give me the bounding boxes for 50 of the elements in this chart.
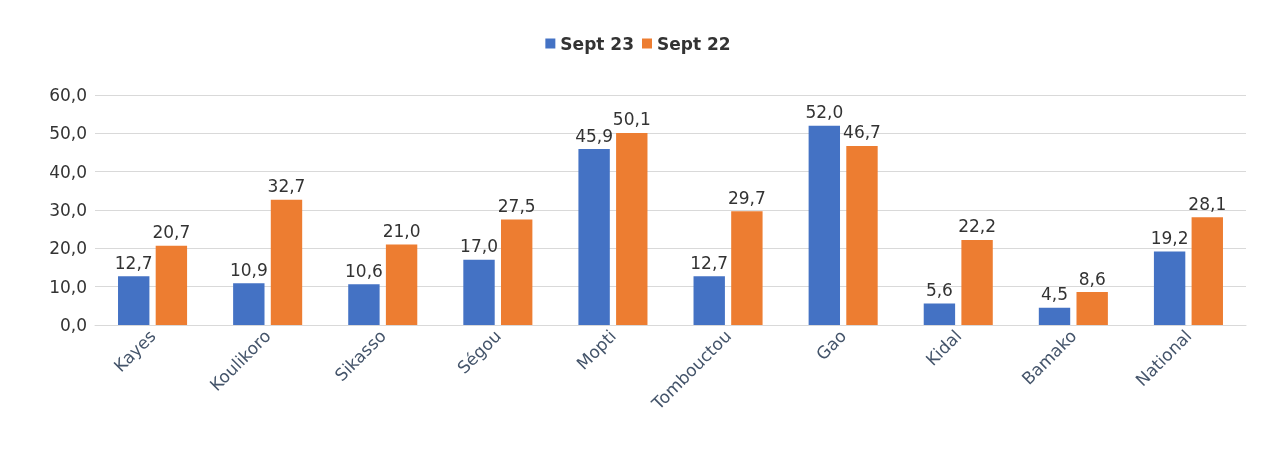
y-tick-label: 50,0 bbox=[49, 123, 87, 144]
bar bbox=[270, 199, 303, 325]
bar bbox=[846, 145, 878, 325]
data-label: 10,9 bbox=[229, 259, 268, 280]
data-label: 52,0 bbox=[805, 102, 844, 123]
bar bbox=[385, 244, 418, 325]
bar bbox=[731, 211, 763, 325]
y-tick-label: 40,0 bbox=[49, 161, 87, 182]
y-tick-label: 60,0 bbox=[49, 85, 87, 105]
y-tick-label: 20,0 bbox=[49, 238, 87, 259]
data-label: 32,7 bbox=[267, 176, 306, 197]
legend-label: Sept 23 bbox=[560, 33, 635, 54]
data-label: 17,0 bbox=[460, 236, 498, 257]
bar bbox=[616, 132, 648, 325]
y-tick-label: 10,0 bbox=[49, 276, 87, 297]
data-label: 45,9 bbox=[575, 125, 614, 146]
bar bbox=[1191, 217, 1223, 325]
bar bbox=[348, 284, 380, 325]
data-label: 28,1 bbox=[1188, 193, 1227, 214]
bar bbox=[500, 219, 533, 325]
data-label: 5,6 bbox=[925, 280, 953, 301]
data-label: 20,7 bbox=[152, 222, 191, 243]
bar bbox=[155, 245, 188, 325]
data-label: 10,6 bbox=[344, 260, 383, 281]
legend-label: Sept 22 bbox=[657, 33, 731, 54]
y-tick-label: 0,0 bbox=[59, 315, 87, 335]
data-label: 21,0 bbox=[382, 221, 421, 241]
data-label: 50,1 bbox=[612, 109, 651, 130]
y-tick-label: 30,0 bbox=[49, 200, 87, 220]
bar bbox=[1038, 307, 1071, 325]
bar bbox=[578, 149, 610, 325]
data-label: 46,7 bbox=[843, 122, 881, 143]
bar bbox=[808, 125, 841, 325]
bar bbox=[923, 303, 956, 325]
data-label: 27,5 bbox=[497, 196, 536, 217]
data-label: 12,7 bbox=[114, 252, 153, 273]
data-label: 19,2 bbox=[1150, 227, 1189, 248]
data-label: 29,7 bbox=[727, 187, 766, 208]
data-label: 22,2 bbox=[958, 216, 997, 237]
bar bbox=[463, 259, 495, 325]
data-label: 12,7 bbox=[690, 252, 729, 273]
bar bbox=[693, 276, 725, 325]
bar bbox=[961, 239, 993, 325]
x-tick-label: Gao bbox=[812, 325, 851, 365]
bar bbox=[118, 276, 150, 325]
bar bbox=[233, 283, 265, 325]
data-label: 8,6 bbox=[1078, 268, 1106, 289]
bar bbox=[1153, 251, 1186, 325]
bar bbox=[1076, 292, 1108, 325]
data-label: 4,5 bbox=[1040, 284, 1069, 305]
